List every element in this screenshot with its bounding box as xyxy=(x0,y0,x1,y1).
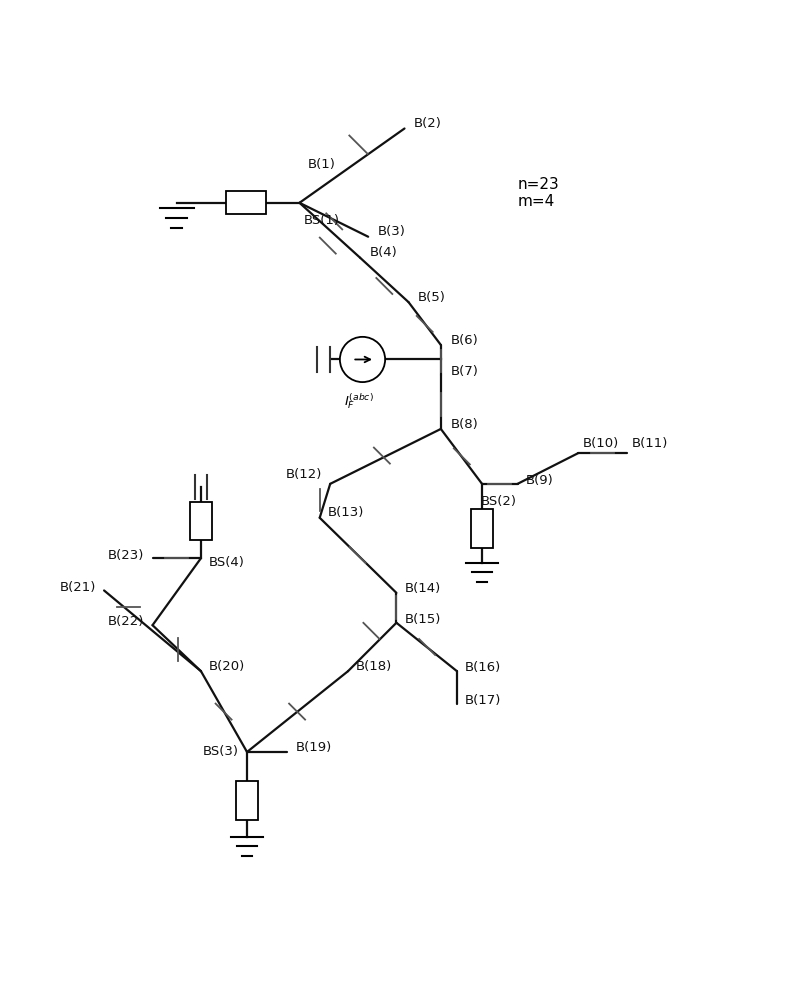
Circle shape xyxy=(340,337,385,382)
Text: B(9): B(9) xyxy=(526,474,553,487)
Text: B(18): B(18) xyxy=(356,660,392,673)
Text: B(12): B(12) xyxy=(286,468,322,481)
Text: B(4): B(4) xyxy=(370,246,397,259)
Text: B(5): B(5) xyxy=(418,291,446,304)
Bar xyxy=(189,502,212,540)
Text: B(14): B(14) xyxy=(404,582,441,595)
Text: B(22): B(22) xyxy=(108,615,145,628)
Text: $I_F^{(abc)}$: $I_F^{(abc)}$ xyxy=(344,392,374,411)
Text: B(19): B(19) xyxy=(295,741,332,754)
Text: B(1): B(1) xyxy=(307,158,336,171)
Text: B(17): B(17) xyxy=(465,694,502,707)
Text: B(11): B(11) xyxy=(632,437,667,450)
Text: B(20): B(20) xyxy=(209,660,245,673)
Text: n=23
m=4: n=23 m=4 xyxy=(518,177,559,209)
Text: B(10): B(10) xyxy=(583,437,619,450)
Text: BS(3): BS(3) xyxy=(203,745,239,758)
Text: B(6): B(6) xyxy=(451,334,478,347)
Text: B(7): B(7) xyxy=(451,365,478,378)
Bar xyxy=(226,191,266,214)
Text: BS(4): BS(4) xyxy=(209,556,245,569)
Text: B(15): B(15) xyxy=(404,613,441,626)
Text: B(16): B(16) xyxy=(465,661,502,674)
Text: BS(2): BS(2) xyxy=(481,495,516,508)
Text: B(8): B(8) xyxy=(451,418,478,431)
Text: B(13): B(13) xyxy=(328,506,364,519)
Bar xyxy=(235,781,258,820)
Text: B(23): B(23) xyxy=(108,549,145,562)
Text: B(21): B(21) xyxy=(60,581,96,594)
Bar xyxy=(471,509,493,548)
Text: B(2): B(2) xyxy=(414,117,442,130)
Text: BS(1): BS(1) xyxy=(303,214,340,227)
Text: B(3): B(3) xyxy=(378,225,406,238)
